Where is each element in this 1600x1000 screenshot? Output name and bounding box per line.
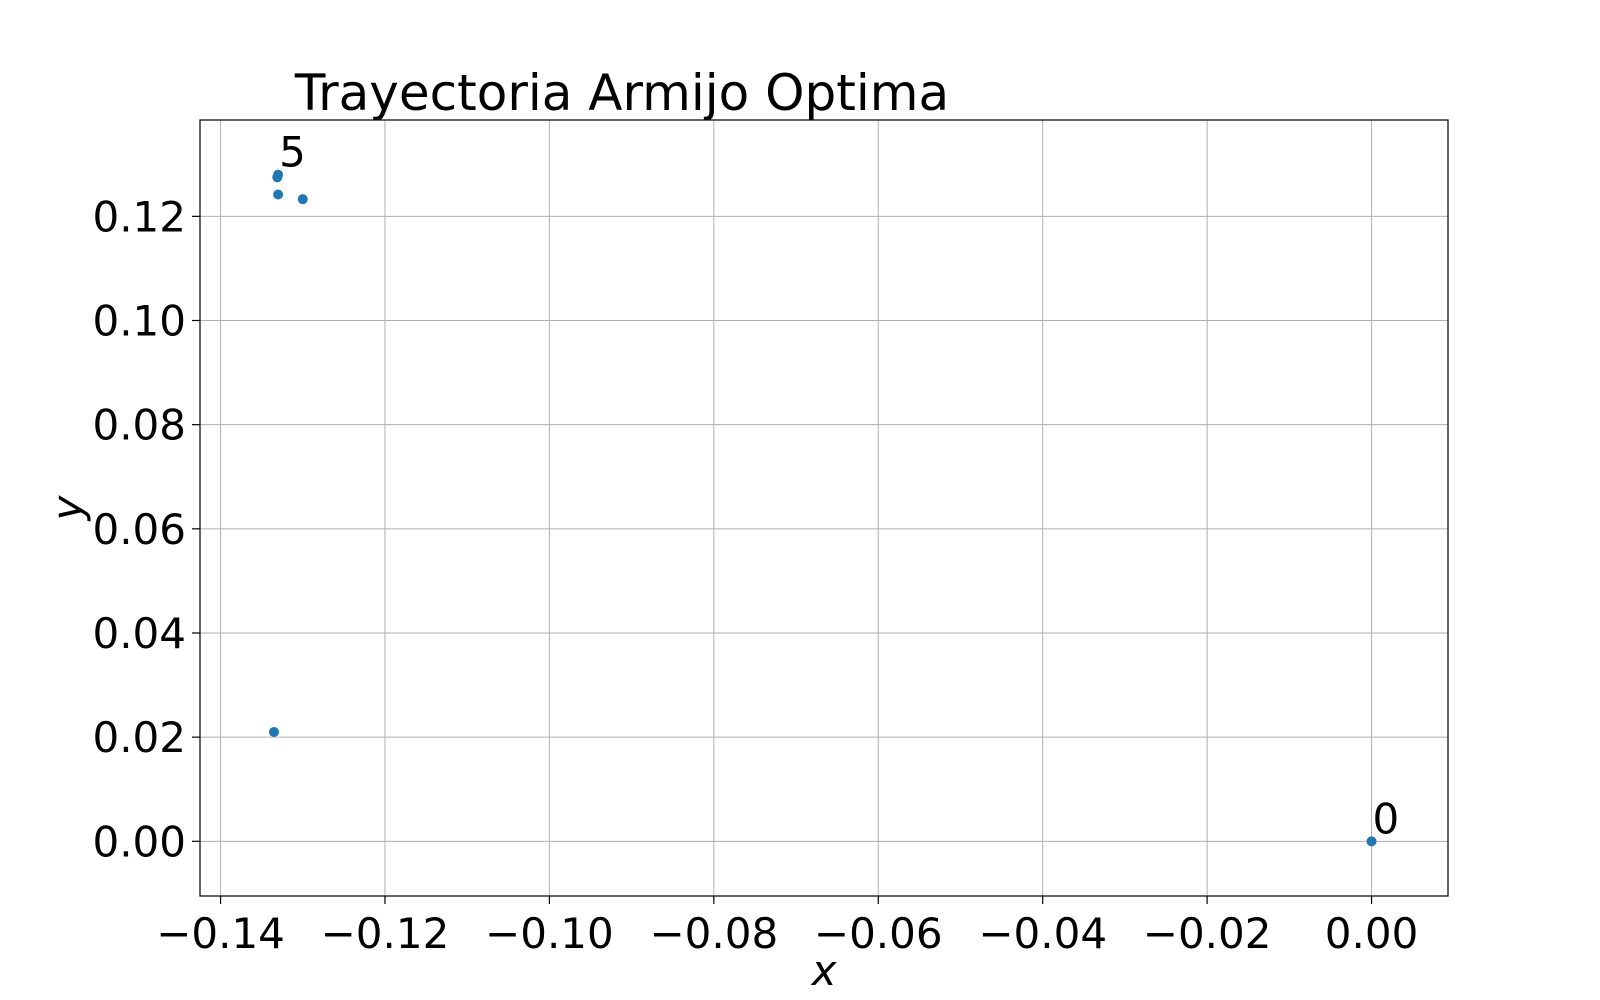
point-label: 0 <box>1373 794 1400 843</box>
y-axis-ticks: 0.00 0.02 0.04 0.06 0.08 0.10 0.12 <box>92 192 200 866</box>
x-axis-ticks: −0.14 −0.12 −0.10 −0.08 −0.06 −0.04 −0.02 0.00 <box>156 896 1418 958</box>
y-tick-label: 0.02 <box>92 713 186 762</box>
x-tick-label: −0.10 <box>485 909 614 958</box>
point-label: 5 <box>279 128 306 177</box>
y-tick-label: 0.04 <box>92 609 186 658</box>
y-tick-label: 0.10 <box>92 297 186 346</box>
data-point <box>273 189 284 200</box>
y-tick-label: 0.00 <box>92 817 186 866</box>
x-tick-label: −0.12 <box>321 909 450 958</box>
data-points <box>268 169 1377 847</box>
x-tick-label: −0.14 <box>156 909 285 958</box>
chart-title: Trayectoria Armijo Optima <box>294 64 949 122</box>
x-tick-label: −0.02 <box>1143 909 1272 958</box>
y-axis-label: y <box>43 494 92 522</box>
x-tick-label: −0.06 <box>814 909 943 958</box>
grid <box>200 120 1448 896</box>
x-tick-label: −0.04 <box>978 909 1107 958</box>
x-tick-label: −0.08 <box>649 909 778 958</box>
plot-area-frame <box>199 119 1449 897</box>
y-tick-label: 0.12 <box>92 192 186 241</box>
data-point <box>273 169 284 180</box>
y-tick-label: 0.06 <box>92 505 186 554</box>
y-tick-label: 0.08 <box>92 401 186 450</box>
x-axis-label: x <box>810 946 838 995</box>
x-tick-label: 0.00 <box>1325 909 1419 958</box>
point-labels: 05 <box>279 128 1399 844</box>
data-point <box>268 726 279 737</box>
data-point <box>1366 836 1377 847</box>
data-point <box>297 194 308 205</box>
